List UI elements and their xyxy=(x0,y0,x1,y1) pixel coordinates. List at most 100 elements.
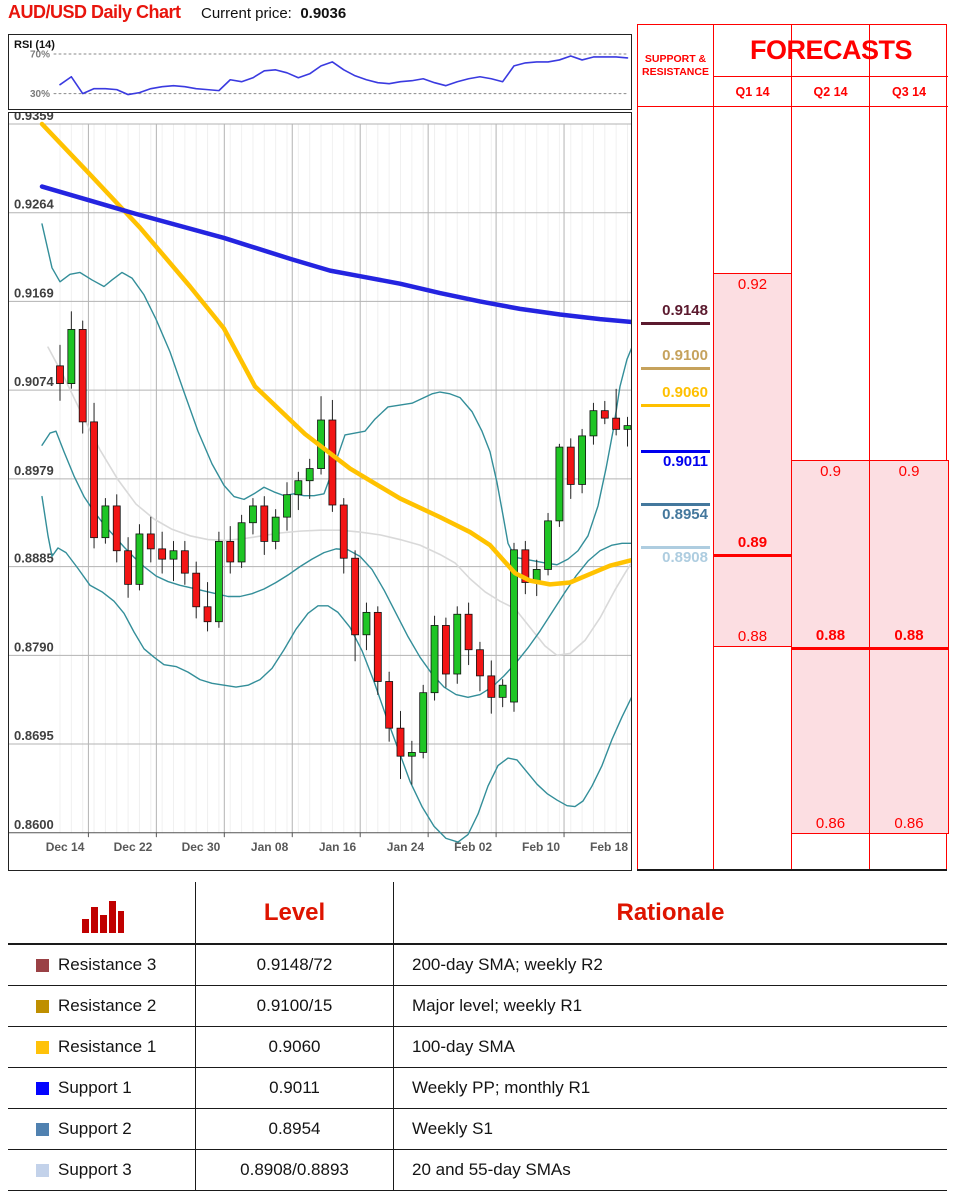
support-resistance-column: SUPPORT & RESISTANCE 0.9148 0.9100 0.9060 0… xyxy=(638,25,714,870)
sr-level-value: 0.9100 xyxy=(662,346,708,364)
level-value: 0.9060 xyxy=(268,1037,321,1056)
forecast-range-bottom: 0.86 xyxy=(815,814,846,832)
current-price-label: Current price: xyxy=(200,5,292,22)
level-rationale: 100-day SMA xyxy=(412,1037,515,1056)
sr-level-value: 0.9011 xyxy=(662,452,708,470)
forecast-column-q3: Q3 14 0.9 0.86 0.88 xyxy=(869,25,949,870)
table-row-resistance-1: Resistance 1 0.9060 100-day SMA xyxy=(8,1027,947,1068)
candlestick-chart: 0.9359 0.9264 0.9169 0.9074 0.8979 0.8885 0.87… xyxy=(8,112,632,871)
right-panel: SUPPORT & RESISTANCE 0.9148 0.9100 0.9060 0… xyxy=(637,24,949,871)
current-price-value: 0.9036 xyxy=(300,5,347,22)
rationale-column-header: Rationale xyxy=(616,898,725,926)
x-axis-label: Dec 30 xyxy=(182,840,221,854)
y-axis-label: 0.9359 xyxy=(14,112,54,123)
level-name: Resistance 1 xyxy=(58,1037,157,1056)
sr-level-value: 0.8954 xyxy=(662,506,708,524)
y-axis-label: 0.9074 xyxy=(14,374,55,389)
forecast-point-line xyxy=(791,646,870,650)
level-rationale: Weekly S1 xyxy=(412,1119,493,1138)
level-name: Support 2 xyxy=(58,1119,132,1138)
forecast-range-box: 0.9 0.86 xyxy=(869,460,949,834)
x-axis-label: Feb 18 xyxy=(590,840,628,854)
rsi-tick-label: 30% xyxy=(30,89,50,100)
level-rationale: Major level; weekly R1 xyxy=(412,996,583,1015)
sr-level-line xyxy=(641,503,710,507)
level-color-swatch xyxy=(36,958,49,972)
level-color-swatch xyxy=(36,1163,49,1177)
level-value: 0.9011 xyxy=(269,1078,320,1097)
level-color-swatch xyxy=(36,1040,49,1054)
forecast-point-line xyxy=(869,646,949,650)
level-value: 0.9148/72 xyxy=(256,955,333,974)
table-row-support-3: Support 3 0.8908/0.8893 20 and 55-day SMAs xyxy=(8,1150,947,1191)
forecast-range-top: 0.92 xyxy=(737,276,768,294)
level-rationale: Weekly PP; monthly R1 xyxy=(412,1078,591,1097)
level-color-swatch xyxy=(36,999,49,1013)
levels-table-rows: Resistance 3 0.9148/72 200-day SMA; weekly… xyxy=(8,945,947,1191)
level-color-swatch xyxy=(36,1081,49,1095)
x-axis-label: Jan 08 xyxy=(251,840,289,854)
forecast-quarter-label: Q2 14 xyxy=(792,77,869,107)
level-value: 0.8954 xyxy=(268,1119,321,1138)
level-value: 0.8908/0.8893 xyxy=(240,1160,349,1179)
y-axis-label: 0.8790 xyxy=(14,639,54,654)
table-row-resistance-3: Resistance 3 0.9148/72 200-day SMA; weekly… xyxy=(8,945,947,986)
forecast-point-line xyxy=(713,553,792,557)
level-column-header: Level xyxy=(195,882,394,943)
y-axis-label: 0.9264 xyxy=(14,197,55,212)
sr-level-line xyxy=(641,404,710,408)
forecast-range-box: 0.9 0.86 xyxy=(791,460,870,834)
level-name: Support 1 xyxy=(58,1078,132,1097)
x-axis-label: Dec 14 xyxy=(46,840,85,854)
sr-level-line xyxy=(641,546,710,550)
x-axis-label: Feb 02 xyxy=(454,840,492,854)
sr-level-value: 0.9148 xyxy=(662,302,708,320)
level-rationale: 200-day SMA; weekly R2 xyxy=(412,955,603,974)
forecasts-title: FORECASTS xyxy=(714,25,948,77)
sr-level-value: 0.8908 xyxy=(662,549,708,567)
y-axis-label: 0.8600 xyxy=(14,817,54,832)
sr-level-line xyxy=(641,449,710,453)
page-title: AUD/USD Daily Chart xyxy=(8,2,181,22)
forecast-column-q1: Q1 14 0.92 0.88 0.89 xyxy=(713,25,792,870)
level-color-swatch xyxy=(36,1122,49,1136)
header: AUD/USD Daily Chart Current price: 0.903… xyxy=(8,2,346,28)
forecast-range-top: 0.9 xyxy=(820,463,841,481)
table-row-support-1: Support 1 0.9011 Weekly PP; monthly R1 xyxy=(8,1068,947,1109)
x-axis-label: Jan 24 xyxy=(387,840,425,854)
rsi-label: RSI (14) xyxy=(14,39,55,51)
sr-level-value: 0.9060 xyxy=(662,384,708,402)
x-axis-label: Feb 10 xyxy=(522,840,560,854)
x-axis-label: Dec 22 xyxy=(114,840,153,854)
rsi-tick-label: 70% xyxy=(30,50,50,61)
levels-table: Level Rationale Resistance 3 0.9148/72 200… xyxy=(8,882,947,1191)
forecast-point-value: 0.88 xyxy=(894,626,924,644)
forecast-range-bottom: 0.86 xyxy=(894,814,924,832)
support-resistance-header: SUPPORT & RESISTANCE xyxy=(638,25,713,107)
forecast-column-q2: Q2 14 0.9 0.86 0.88 xyxy=(791,25,870,870)
level-rationale: 20 and 55-day SMAs xyxy=(412,1160,571,1179)
y-axis-label: 0.9169 xyxy=(14,285,54,300)
support-resistance-body: 0.9148 0.9100 0.9060 0.9011 0.8954 0.8908 xyxy=(638,107,713,870)
levels-table-header: Level Rationale xyxy=(8,882,947,945)
forecast-point-value: 0.89 xyxy=(737,533,768,551)
forecast-point-value: 0.88 xyxy=(815,626,846,644)
bar-chart-icon xyxy=(8,882,195,943)
table-row-resistance-2: Resistance 2 0.9100/15 Major level; weekly… xyxy=(8,986,947,1027)
bottom-divider xyxy=(637,869,947,871)
table-row-support-2: Support 2 0.8954 Weekly S1 xyxy=(8,1109,947,1150)
sr-level-line xyxy=(641,322,710,326)
forecast-quarter-label: Q1 14 xyxy=(714,77,791,107)
y-axis-label: 0.8885 xyxy=(14,551,54,566)
y-axis-label: 0.8695 xyxy=(14,728,54,743)
level-name: Resistance 2 xyxy=(58,996,157,1015)
forecast-range-top: 0.9 xyxy=(898,463,920,481)
level-name: Support 3 xyxy=(58,1160,132,1179)
x-axis-label: Jan 16 xyxy=(319,840,357,854)
rsi-indicator-panel: 70% 30% RSI (14) xyxy=(8,34,632,110)
level-name: Resistance 3 xyxy=(58,955,157,974)
sr-level-line xyxy=(641,366,710,370)
level-value: 0.9100/15 xyxy=(256,996,333,1015)
y-axis-label: 0.8979 xyxy=(14,463,54,478)
